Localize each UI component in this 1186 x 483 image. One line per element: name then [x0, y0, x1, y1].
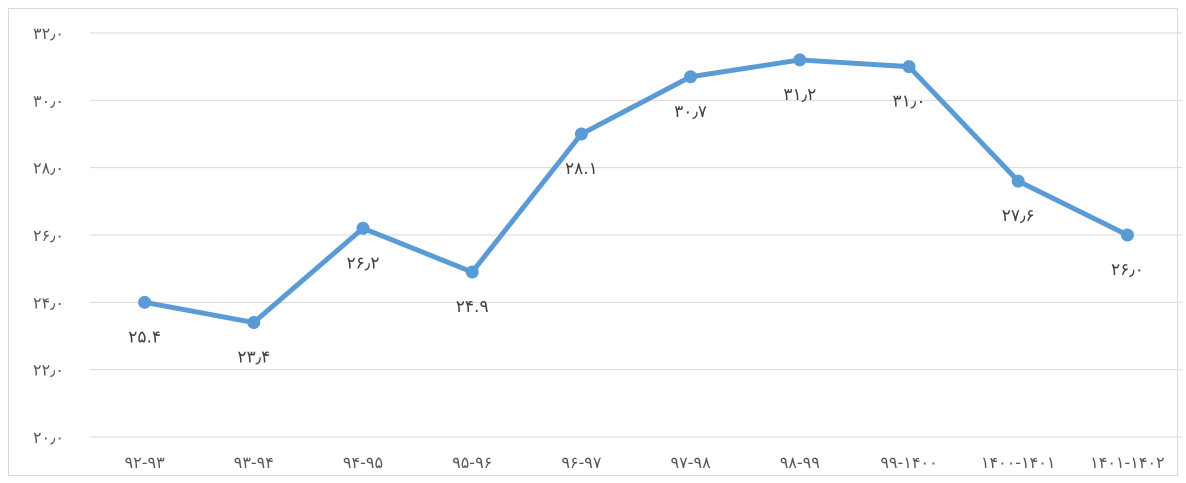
data-label: ۲۶٫۰ [1111, 260, 1144, 280]
data-point [1120, 228, 1134, 242]
data-point [574, 127, 588, 141]
data-label: ۲۷٫۶ [1002, 206, 1035, 226]
data-point [1011, 174, 1025, 188]
x-tick-label: ۹۶-۹۷ [561, 453, 602, 472]
x-tick-label: ۹۲-۹۳ [125, 453, 166, 472]
series-line [142, 57, 1130, 326]
y-tick-label: ۳۰٫۰ [33, 91, 64, 110]
data-label: ۳۱٫۰ [893, 92, 926, 112]
y-tick-label: ۳۲٫۰ [33, 24, 64, 43]
chart-frame [8, 8, 1178, 476]
data-label: ۲۶٫۲ [347, 253, 380, 273]
x-tick-label: ۹۸-۹۹ [780, 453, 820, 472]
data-label: ۳۰٫۷ [674, 102, 707, 122]
x-tick-label: ۹۷-۹۸ [671, 453, 712, 472]
y-tick-label: ۲۴٫۰ [33, 293, 64, 312]
x-tick-label: ۱۴۰۰-۱۴۰۱ [981, 453, 1056, 472]
y-tick-label: ۲۲٫۰ [33, 361, 64, 380]
data-point [793, 53, 807, 67]
data-label: ۲۳٫۴ [237, 348, 270, 368]
x-tick-label: ۹۴-۹۵ [343, 453, 383, 472]
data-label: ۳۱٫۲ [783, 85, 816, 105]
y-tick-label: ۲۰٫۰ [33, 428, 64, 447]
data-point [138, 295, 152, 309]
data-point [356, 221, 370, 235]
data-label: ۲۴.۹ [456, 297, 489, 317]
data-label: ۲۸.۱ [565, 159, 598, 179]
y-tick-label: ۲۸٫۰ [33, 159, 64, 178]
data-label: ۲۵.۴ [128, 327, 161, 347]
data-point [465, 265, 479, 279]
x-tick-label: ۹۳-۹۴ [234, 453, 274, 472]
data-point [247, 316, 261, 330]
x-tick-label: ۱۴۰۱-۱۴۰۲ [1090, 453, 1165, 472]
x-tick-label: ۹۹-۱۴۰۰ [880, 453, 937, 472]
y-tick-label: ۲۶٫۰ [33, 226, 64, 245]
data-point [684, 70, 698, 84]
data-point [902, 60, 916, 74]
x-tick-label: ۹۵-۹۶ [452, 453, 492, 472]
